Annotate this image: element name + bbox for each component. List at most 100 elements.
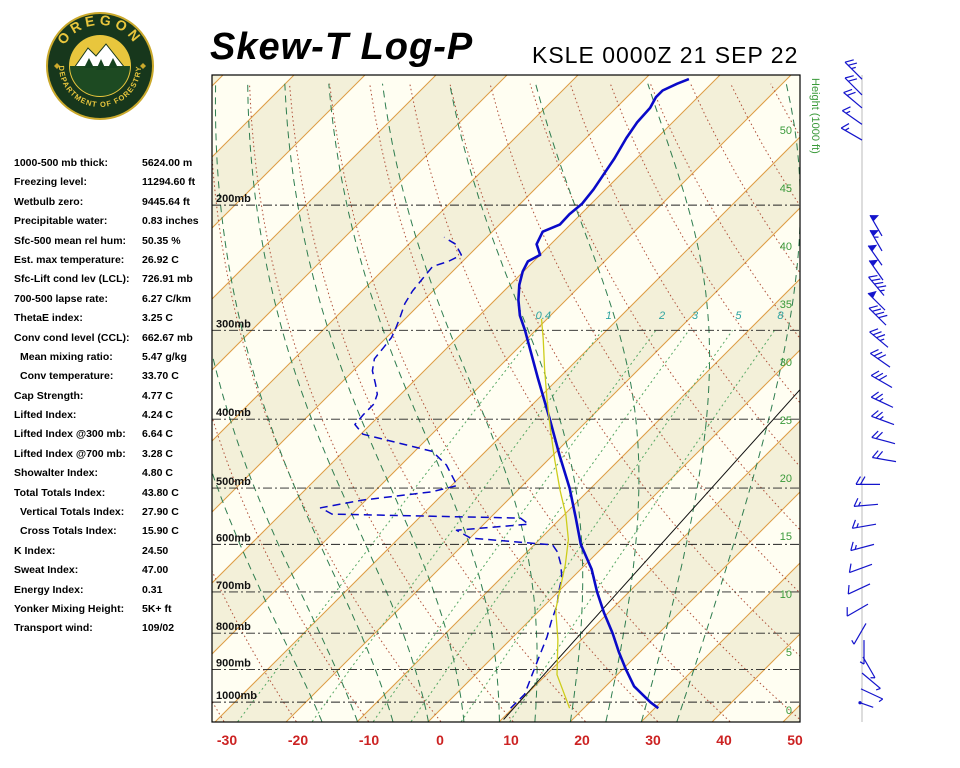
chart-border — [211, 74, 801, 723]
logo-star-right — [140, 63, 146, 69]
stat-label: Total Totals Index: — [14, 486, 106, 499]
logo-tree-icon — [84, 58, 118, 70]
wind-barb — [871, 436, 896, 445]
dry-adiabat-line — [212, 415, 370, 722]
height-axis-title: Height (1000 ft) — [809, 78, 821, 154]
stat-label: K Index: — [14, 544, 56, 557]
stat-value: 5.47 g/kg — [142, 350, 187, 363]
wind-barb — [852, 523, 877, 529]
wind-barb — [853, 623, 867, 645]
pressure-label: 500mb — [216, 476, 251, 488]
isotherm-line — [0, 75, 81, 722]
stat-value: 6.27 C/km — [142, 292, 192, 305]
moist-adiabat-line — [535, 83, 640, 722]
stat-label: Freezing level: — [14, 176, 87, 189]
stat-label: 1000-500 mb thick: — [14, 157, 108, 169]
temperature-tick-label: 10 — [503, 732, 519, 748]
stat-row: Cap Strength: 4.77 C — [14, 390, 214, 409]
temperature-tick-label: -20 — [288, 732, 308, 748]
stat-label: ThetaE index: — [14, 312, 83, 325]
wind-barb — [862, 656, 876, 679]
stat-label: Yonker Mixing Height: — [14, 602, 125, 615]
height-axis: 0 5 10 15 20 25 30 35 40 45 50 Height (1000 ft) — [780, 78, 821, 717]
stat-value: 109/02 — [142, 622, 175, 635]
pressure-label: 700mb — [216, 580, 251, 592]
wind-barb — [868, 307, 887, 326]
stats-panel: 1000-500 mb thick: 5624.00 m Freezing leve… — [14, 157, 214, 642]
wetbulb-trace — [540, 318, 571, 709]
dry-adiabat-line — [649, 83, 800, 340]
chart-background: 0.4 1 2 3 5 8 — [0, 75, 960, 722]
station-datetime: KSLE 0000Z 21 SEP 22 — [532, 42, 799, 68]
dry-adiabat-line — [811, 84, 960, 722]
stat-row: 700-500 lapse rate: 6.27 C/km — [14, 293, 214, 312]
stat-row: Total Totals Index: 43.80 C — [14, 487, 214, 506]
isotherm-line — [212, 75, 579, 442]
page-title: Skew-T Log-P — [210, 26, 474, 68]
reference-line — [503, 389, 800, 720]
stat-label: Sfc-500 mean rel hum: — [14, 234, 127, 247]
stat-row: Lifted Index: 4.24 C — [14, 409, 214, 428]
stat-label: Cap Strength: — [14, 389, 84, 402]
stat-value: 26.92 C — [142, 253, 179, 266]
stat-value: 47.00 — [142, 564, 169, 577]
wind-barb — [872, 456, 897, 463]
wind-barb — [871, 415, 895, 426]
stat-value: 50.35 % — [142, 234, 181, 247]
dry-adiabat-line — [249, 83, 514, 722]
stat-label: Mean mixing ratio: — [20, 350, 113, 363]
mixing-ratio-line — [311, 329, 603, 722]
temperature-tick-label: 50 — [787, 732, 803, 748]
isotherm-line — [498, 420, 800, 722]
stat-row: Vertical Totals Index: 27.90 C — [14, 506, 214, 525]
temperature-tick-label: 40 — [716, 732, 732, 748]
stat-label: Wetbulb zero: — [14, 195, 84, 208]
isotherm-line — [285, 207, 800, 722]
wind-barb — [870, 374, 893, 389]
sounding-traces — [319, 77, 690, 710]
stat-label: Precipitable water: — [14, 215, 108, 228]
stat-label: Lifted Index @700 mb: — [14, 447, 126, 460]
isotherm-line — [214, 136, 800, 722]
isotherm-line — [212, 75, 792, 655]
wind-barb — [846, 603, 869, 617]
isotherm-line — [212, 75, 508, 371]
wind-barb — [840, 127, 863, 141]
isotherm-line — [569, 491, 800, 722]
temperature-trace — [517, 77, 690, 710]
pressure-label: 300mb — [216, 318, 251, 330]
stat-row: Est. max temperature: 26.92 C — [14, 254, 214, 273]
stat-label: Sweat Index: — [14, 564, 79, 577]
dry-adiabat-line — [851, 84, 960, 722]
height-tick-label: 50 — [780, 125, 792, 137]
stat-value: 4.24 C — [142, 409, 173, 422]
stat-value: 11294.60 ft — [142, 176, 196, 189]
pressure-label: 600mb — [216, 532, 251, 544]
stat-label: Lifted Index @300 mb: — [14, 428, 126, 441]
dry-adiabat-line — [212, 700, 225, 722]
stat-label: Vertical Totals Index: — [20, 506, 125, 519]
moist-adiabat-line — [449, 83, 584, 722]
stat-value: 0.83 inches — [142, 215, 199, 228]
mixing-ratio-label: 2 — [658, 310, 665, 322]
stat-row: Sfc-Lift cond lev (LCL): 726.91 mb — [14, 273, 214, 292]
height-tick-label: 5 — [786, 647, 792, 659]
stat-value: 5624.00 m — [142, 157, 193, 169]
stat-row: ThetaE index: 3.25 C — [14, 312, 214, 331]
pressure-label: 200mb — [216, 193, 251, 205]
stat-value: 9445.64 ft — [142, 195, 190, 208]
stat-row: Cross Totals Index: 15.90 C — [14, 525, 214, 544]
stat-row: Freezing level: 11294.60 ft — [14, 176, 214, 195]
moist-adiabat-line — [247, 83, 429, 722]
stat-row: Precipitable water: 0.83 inches — [14, 215, 214, 234]
logo-forest — [70, 66, 130, 96]
stat-label: Conv temperature: — [20, 370, 114, 383]
stat-label: Sfc-Lift cond lev (LCL): — [14, 273, 130, 286]
stat-label: Conv cond level (CCL): — [14, 331, 130, 344]
dry-adiabat-line — [212, 149, 442, 722]
isotherm-line — [782, 704, 800, 722]
pressure-label: 900mb — [216, 658, 251, 670]
wind-barb — [849, 563, 873, 574]
stat-value: 662.67 mb — [142, 331, 193, 344]
